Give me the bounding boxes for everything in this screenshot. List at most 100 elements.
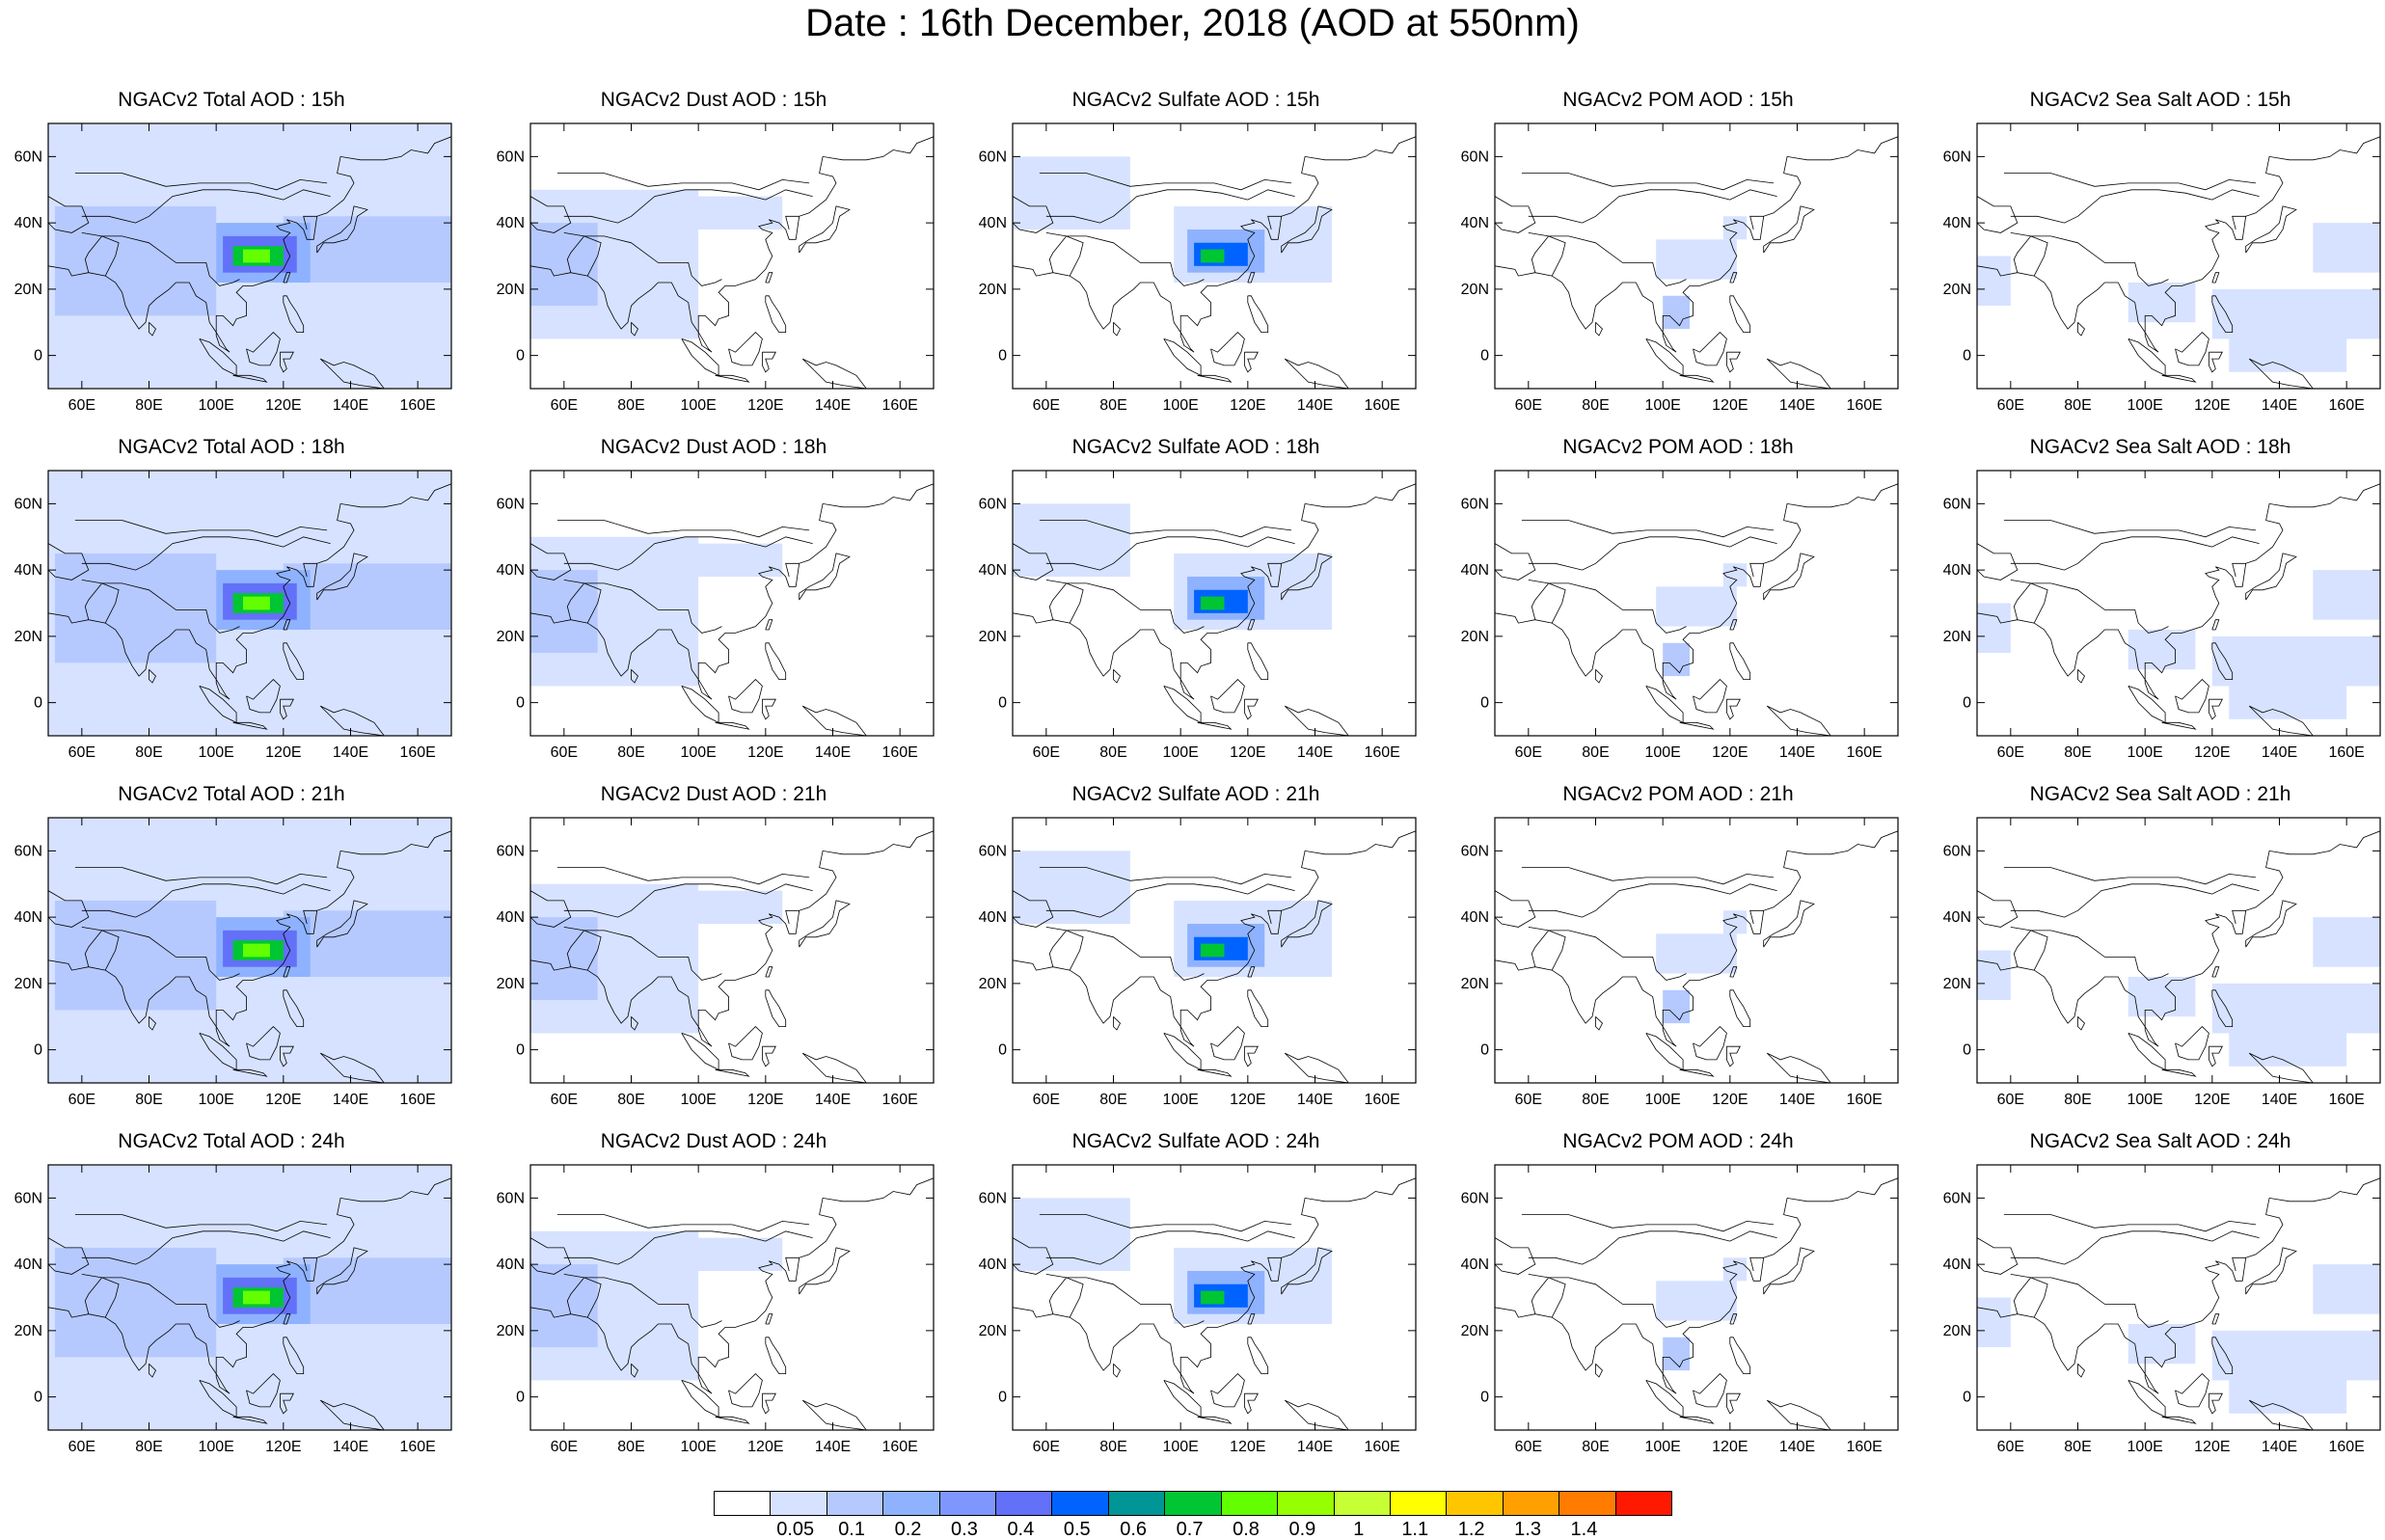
coastline-segment [530,1237,572,1275]
aod-field [530,883,783,1034]
lon-tick-label: 100E [1162,1092,1198,1108]
lat-tick-label: 0 [516,348,525,365]
plot-frame [47,122,452,390]
coastline-segment [48,543,90,581]
coastline-segment [1595,669,1603,684]
coastline-segment [765,272,773,284]
coastline-segment [1977,543,2019,581]
coastline-segment [1210,1026,1245,1061]
aod-region-5 [1201,943,1225,958]
coastline-segment [765,966,773,978]
lon-tick-label: 80E [1582,397,1609,414]
lon-tick-label: 100E [680,1439,716,1455]
coastline-segment [566,235,602,277]
coastline-segment [81,883,331,918]
coastline-segment [2245,1247,2297,1295]
aod-region-1 [1013,851,1130,924]
colorbar-label: 0.3 [951,1519,978,1540]
map-plot: 60E 80E 100E 120E 140E 160E 60N 40N 20N 0 [14,817,452,1108]
coastline-segment [2175,1026,2209,1061]
coastline-segment [2211,966,2220,978]
coastline-segment [84,930,120,971]
coastline-segment [1528,232,1687,286]
coastline-segment [1595,1016,1603,1031]
lon-tick-label: 60E [68,397,95,414]
coastline-segment [319,358,385,389]
plot-frame [1494,470,1899,737]
aod-field [530,189,783,339]
aod-field [1977,1264,2380,1414]
plot-frame [1494,122,1899,390]
lon-tick-label: 100E [1162,397,1198,414]
coastline-segment [1013,196,1054,233]
coastline-segment [1521,520,1775,538]
lon-tick-label: 100E [2127,1439,2162,1455]
coastline-segment [283,1337,305,1374]
aod-region-3 [530,917,598,1001]
coastline-segment [1763,1247,1815,1295]
panel-title: NGACv2 POM AOD : 21h [1562,783,1794,805]
coastline-segment [2211,989,2234,1027]
coastline-segment [280,1045,294,1067]
map-plot: 60E 80E 100E 120E 140E 160E 60N 40N 20N 0 [1943,122,2381,414]
coastline-segment [1045,1274,1205,1328]
lat-tick-label: 40N [14,909,42,926]
coastline-segment [81,580,240,634]
lon-tick-label: 120E [1230,1439,1265,1455]
coastline-segment [149,322,156,337]
lat-tick-label: 0 [34,1390,42,1406]
lon-tick-label: 120E [1230,744,1265,761]
coastline-segment [1693,332,1727,366]
coastline-segment [566,1277,602,1318]
lat-tick-label: 60N [497,496,525,512]
aod-region-3 [530,1264,598,1348]
colorbar-label: 0.6 [1120,1519,1148,1540]
map-panel-dust-1: NGACv2 Dust AOD : 15h 60E 80E 100E 120E 140E 1… [482,89,945,436]
lon-tick-label: 140E [333,397,368,414]
coastline-segment [1045,1230,1295,1265]
coastline-segment [785,562,800,578]
coastline-segment [2211,1337,2234,1374]
lat-tick-label: 20N [14,282,42,298]
coastlines [1495,1177,1898,1430]
coastline-segment [1977,830,2380,1047]
coastline-segment [48,830,451,1047]
plot-frame [1012,122,1417,390]
colorbar-swatch [882,1491,940,1516]
coastline-segment [2077,1016,2085,1031]
map-plot: 60E 80E 100E 120E 140E 160E 60N 40N 20N 0 [979,122,1417,414]
coastline-segment [2010,927,2169,981]
coastline-segment [2010,1230,2260,1265]
coastlines [530,136,934,389]
lon-tick-label: 120E [2194,1092,2230,1108]
coastline-segment [2232,1256,2246,1272]
coastline-segment [1495,830,1898,1047]
aod-field [1656,216,1748,330]
coastlines [1013,1177,1416,1430]
aod-field [48,123,451,389]
coastline-segment [2010,189,2260,224]
lat-tick-label: 40N [1943,562,1971,579]
map-panel-seasalt-4: NGACv2 Sea Salt AOD : 24h 60E 80E 100E 120E 1… [1929,1130,2385,1477]
coastline-segment [2232,909,2246,925]
colorbar-swatch [1614,1491,1672,1516]
lon-tick-label: 160E [1846,744,1882,761]
coastline-segment [1048,1277,1084,1318]
lon-tick-label: 140E [333,744,368,761]
aod-region-1 [1656,239,1737,280]
lon-tick-label: 140E [815,744,851,761]
aod-region-1 [1013,1198,1130,1271]
aod-field [1656,563,1748,677]
aod-region-5 [2313,223,2380,273]
colorbar-swatch [1389,1491,1448,1516]
aod-region-5 [1201,1290,1225,1305]
coastlines [1977,830,2380,1083]
aod-region-4 [2128,977,2196,1017]
lon-tick-label: 120E [1230,1092,1265,1108]
coastline-segment [1013,890,1054,928]
lat-tick-label: 40N [979,1256,1007,1273]
aod-region-2 [563,196,783,230]
coastline-segment [631,669,638,684]
coastline-segment [1013,1237,1054,1275]
lon-tick-label: 140E [333,1092,368,1108]
